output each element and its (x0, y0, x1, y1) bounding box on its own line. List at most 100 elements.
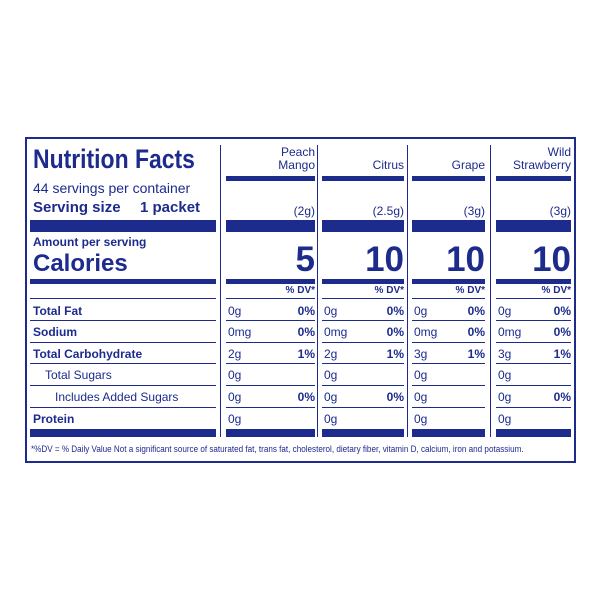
amount: 0g (498, 368, 512, 382)
amount: 2g (228, 347, 242, 361)
calories: 5 (295, 240, 315, 279)
amount: 0g (324, 304, 338, 318)
daily-value: 0% (386, 304, 404, 318)
amount: 0g (324, 368, 338, 382)
serving: (2.5g) (372, 204, 404, 218)
bar (322, 429, 404, 437)
daily-value: 0% (297, 390, 315, 404)
amount: 3g (414, 347, 428, 361)
amount: 0g (414, 412, 428, 426)
daily-value: 0% (553, 325, 571, 339)
column-divider (407, 145, 408, 437)
daily-value: 0% (467, 304, 485, 318)
amount: 0g (228, 368, 242, 382)
rule (412, 298, 485, 299)
rule (226, 342, 315, 343)
amount: 0g (324, 412, 338, 426)
serving: (2g) (293, 204, 315, 218)
bar (496, 176, 571, 181)
rule (30, 320, 216, 321)
amount: 0g (324, 390, 338, 404)
amount: 2g (324, 347, 338, 361)
rule (322, 342, 404, 343)
serving-size-value: 1 packet (140, 199, 201, 216)
row-label: Total Fat (33, 304, 83, 318)
serving-size-label: Serving size (33, 199, 121, 216)
bar (496, 220, 571, 232)
bar (226, 429, 315, 437)
bar (322, 176, 404, 181)
amount-label: Amount per serving (33, 235, 147, 249)
rule (412, 320, 485, 321)
rule (30, 298, 216, 299)
serving: (3g) (549, 204, 571, 218)
dv-header: % DV* (285, 285, 315, 296)
calories: 10 (446, 240, 485, 279)
row-label: Sodium (33, 325, 77, 339)
amount: 0g (228, 412, 242, 426)
bar (226, 176, 315, 181)
rule (412, 342, 485, 343)
footnote: *%DV = % Daily Value Not a significant s… (31, 444, 524, 454)
dv-header: % DV* (374, 285, 404, 296)
rule (322, 320, 404, 321)
bar (30, 220, 216, 232)
bar (412, 220, 485, 232)
rule (412, 363, 485, 364)
dv-header: % DV* (455, 285, 485, 296)
product-name: Grape (451, 158, 485, 172)
rule (412, 385, 485, 386)
amount: 3g (498, 347, 512, 361)
calories-label: Calories (33, 250, 128, 277)
rule (322, 385, 404, 386)
column-divider (490, 145, 491, 437)
amount: 0g (498, 304, 512, 318)
bar (322, 279, 404, 284)
daily-value: 0% (386, 325, 404, 339)
row-label: Includes Added Sugars (55, 390, 179, 404)
daily-value: 0% (467, 325, 485, 339)
product-name: Citrus (372, 158, 404, 172)
bar (226, 220, 315, 232)
column-divider (317, 145, 318, 437)
daily-value: 1% (553, 347, 571, 361)
amount: 0g (498, 390, 512, 404)
rule (30, 385, 216, 386)
rule (322, 407, 404, 408)
rule (226, 320, 315, 321)
row-label: Total Sugars (45, 368, 112, 382)
bar (412, 429, 485, 437)
rule (496, 298, 571, 299)
row-label: Total Carbohydrate (33, 347, 143, 361)
amount: 0g (414, 390, 428, 404)
bar (412, 176, 485, 181)
bar (30, 429, 216, 437)
rule (496, 320, 571, 321)
label-box (25, 137, 576, 463)
rule (226, 407, 315, 408)
product-name: Wild Strawberry (512, 145, 571, 172)
rule (412, 407, 485, 408)
calories: 10 (365, 240, 404, 279)
rule (322, 298, 404, 299)
daily-value: 1% (467, 347, 485, 361)
row-label: Protein (33, 412, 75, 426)
daily-value: 0% (297, 304, 315, 318)
product-name: Peach Mango (278, 145, 315, 172)
amount: 0mg (498, 325, 522, 339)
daily-value: 0% (297, 325, 315, 339)
rule (322, 363, 404, 364)
amount: 0g (228, 304, 242, 318)
rule (496, 407, 571, 408)
amount: 0g (414, 304, 428, 318)
rule (496, 363, 571, 364)
servings: 44 servings per container (33, 180, 191, 196)
daily-value: 0% (553, 390, 571, 404)
amount: 0g (414, 368, 428, 382)
daily-value: 0% (553, 304, 571, 318)
amount: 0mg (324, 325, 348, 339)
daily-value: 0% (386, 390, 404, 404)
rule (226, 298, 315, 299)
dv-header: % DV* (541, 285, 571, 296)
